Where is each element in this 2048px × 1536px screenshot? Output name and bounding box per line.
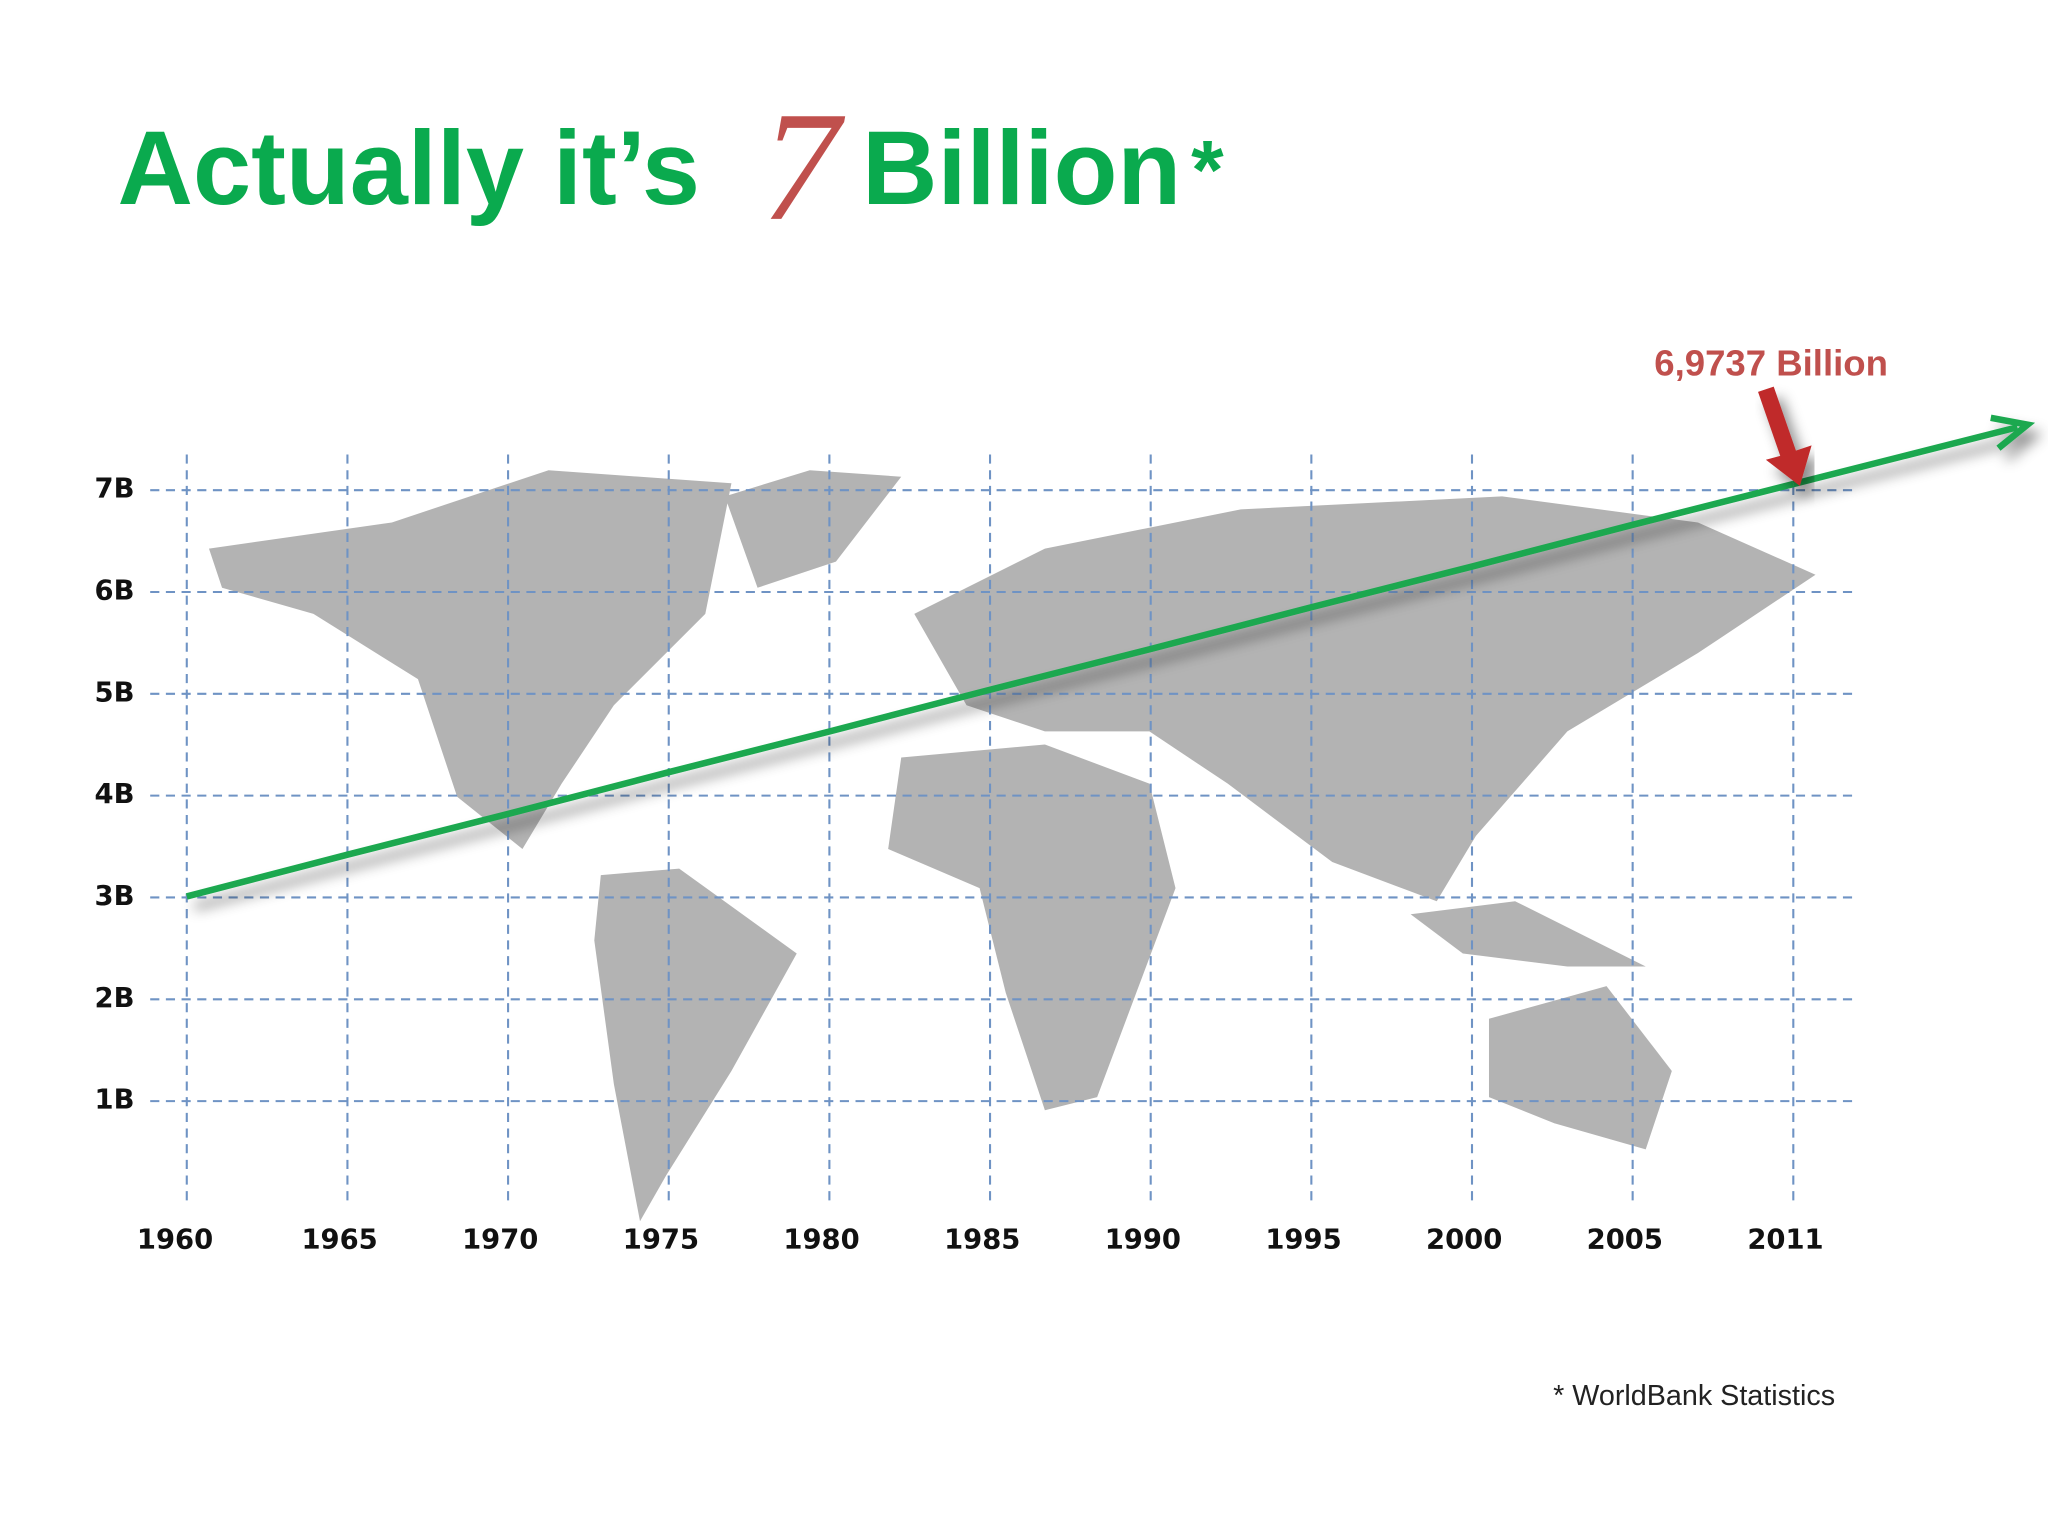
x-tick-label: 2005 — [1587, 1224, 1663, 1255]
y-tick-label: 2B — [95, 983, 135, 1014]
annotation-arrow-shape — [1758, 386, 1812, 486]
title-text: Actually it’s — [118, 110, 700, 227]
x-tick-label: 1975 — [623, 1224, 699, 1255]
x-tick-label: 1970 — [462, 1224, 538, 1255]
y-tick-label: 1B — [95, 1085, 135, 1116]
x-tick-label: 1960 — [137, 1224, 213, 1255]
y-tick-label: 5B — [95, 677, 135, 708]
y-tick-label: 3B — [95, 881, 135, 912]
x-tick-label: 1990 — [1105, 1224, 1181, 1255]
x-tick-label: 2011 — [1747, 1224, 1823, 1255]
x-tick-label: 1995 — [1265, 1224, 1341, 1255]
title-text: Billion — [862, 110, 1181, 227]
x-tick-label: 1980 — [783, 1224, 859, 1255]
line — [185, 480, 1795, 900]
x-tick-label: 1985 — [944, 1224, 1020, 1255]
x-tick-label: 2000 — [1426, 1224, 1502, 1255]
title-number: 7 — [761, 79, 845, 253]
arrow-shaft — [1792, 424, 2019, 488]
annotation: 6,9737 Billion — [1654, 342, 1888, 383]
title-asterisk: * — [1191, 122, 1224, 216]
y-tick-label: 7B — [95, 474, 135, 505]
y-tick-label: 4B — [95, 779, 135, 810]
arrow-head — [1990, 414, 2036, 451]
annotation-arrow — [1758, 386, 1812, 486]
footnote: * WorldBank Statistics — [1553, 1380, 1835, 1412]
grid — [150, 454, 1855, 1203]
world-map — [208, 470, 1816, 1222]
series — [185, 414, 2036, 900]
y-tick-label: 6B — [95, 575, 135, 606]
x-tick-label: 1965 — [301, 1224, 377, 1255]
